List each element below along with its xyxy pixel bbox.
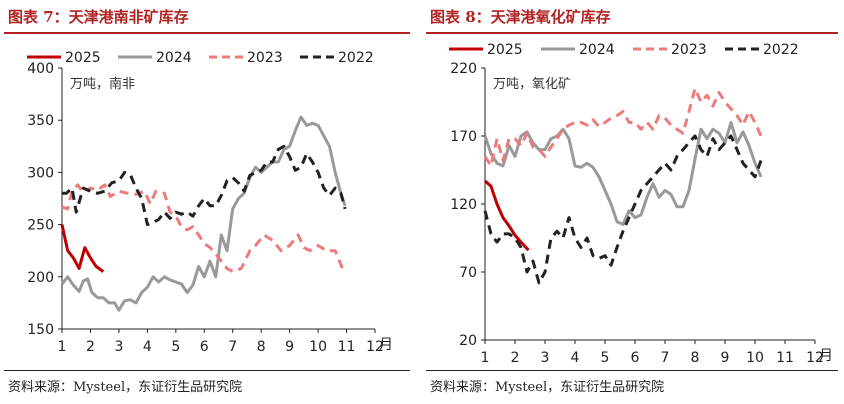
legend-label: 2024 bbox=[156, 50, 192, 66]
series-line-2024 bbox=[60, 115, 347, 312]
x-tick-label: 2 bbox=[511, 350, 520, 366]
x-tick-label: 4 bbox=[143, 339, 152, 355]
x-tick-label: 10 bbox=[309, 339, 327, 355]
chart-panel-left: 图表 7：天津港南非矿库存 150 200 250 300 350 400 1 2 3 4 5 6 7 8… bbox=[0, 0, 416, 404]
x-tick-label: 8 bbox=[691, 350, 700, 366]
x-tick-label: 1 bbox=[481, 350, 490, 366]
source-rule bbox=[4, 370, 410, 371]
x-tick-label: 5 bbox=[171, 339, 180, 355]
x-tick-label: 3 bbox=[114, 339, 123, 355]
y-tick-label: 250 bbox=[27, 218, 54, 234]
y-tick-label: 400 bbox=[27, 61, 54, 77]
x-tick-label: 10 bbox=[746, 350, 764, 366]
x-tick-label: 1 bbox=[58, 339, 67, 355]
legend-label: 2022 bbox=[338, 50, 374, 66]
x-tick-label: 6 bbox=[200, 339, 209, 355]
y-tick-label: 170 bbox=[450, 129, 477, 145]
y-tick-label: 150 bbox=[27, 322, 54, 338]
x-tick-label: 7 bbox=[228, 339, 237, 355]
x-tick-label: 11 bbox=[338, 339, 356, 355]
y-tick-label: 300 bbox=[27, 165, 54, 181]
title-rule bbox=[4, 32, 410, 34]
y-tick-label: 220 bbox=[450, 61, 477, 77]
series-line-2025 bbox=[60, 224, 105, 273]
x-tick-label: 2 bbox=[86, 339, 95, 355]
series-line-2023 bbox=[61, 183, 346, 274]
legend-label: 2025 bbox=[65, 50, 101, 66]
x-tick-label: 8 bbox=[257, 339, 266, 355]
source-rule bbox=[426, 370, 838, 371]
x-tick-label: 5 bbox=[601, 350, 610, 366]
y-tick-label: 120 bbox=[450, 197, 477, 213]
y-tick-label: 70 bbox=[459, 265, 477, 281]
x-tick-label: 12 bbox=[806, 350, 824, 366]
x-tick-label: 9 bbox=[285, 339, 294, 355]
x-tick-label: 6 bbox=[631, 350, 640, 366]
legend-label: 2023 bbox=[247, 50, 283, 66]
chart-title: 图表 7：天津港南非矿库存 bbox=[8, 8, 189, 26]
legend-label: 2022 bbox=[763, 42, 799, 58]
unit-label: 万吨，南非 bbox=[70, 76, 135, 92]
y-tick-label: 200 bbox=[27, 270, 54, 286]
source-note: 资料来源：Mysteel，东证衍生品研究院 bbox=[8, 380, 243, 395]
x-unit-label: 月 bbox=[379, 337, 393, 353]
legend-label: 2025 bbox=[487, 42, 523, 58]
source-note: 资料来源：Mysteel，东证衍生品研究院 bbox=[430, 380, 665, 395]
legend-label: 2023 bbox=[671, 42, 707, 58]
x-unit-label: 月 bbox=[819, 348, 833, 364]
y-tick-label: 20 bbox=[459, 333, 477, 349]
x-tick-label: 3 bbox=[541, 350, 550, 366]
y-tick-label: 350 bbox=[27, 113, 54, 129]
legend-label: 2024 bbox=[579, 42, 615, 58]
unit-label: 万吨，氧化矿 bbox=[493, 77, 571, 92]
x-tick-label: 4 bbox=[571, 350, 580, 366]
series-line-2022 bbox=[483, 134, 763, 285]
series-line-2022 bbox=[62, 144, 347, 227]
series-line-2025 bbox=[483, 179, 530, 252]
series-line-2023 bbox=[483, 86, 763, 168]
x-tick-label: 7 bbox=[661, 350, 670, 366]
chart-title: 图表 8：天津港氧化矿库存 bbox=[430, 8, 611, 26]
chart-panel-right: 图表 8：天津港氧化矿库存 20 70 120 170 220 1 2 3 4 5 6 7 8 9 10 11… bbox=[422, 0, 844, 404]
x-tick-label: 11 bbox=[776, 350, 794, 366]
x-tick-label: 9 bbox=[721, 350, 730, 366]
x-tick-label: 12 bbox=[366, 339, 384, 355]
series-line-2024 bbox=[483, 120, 763, 226]
title-rule bbox=[426, 32, 838, 34]
